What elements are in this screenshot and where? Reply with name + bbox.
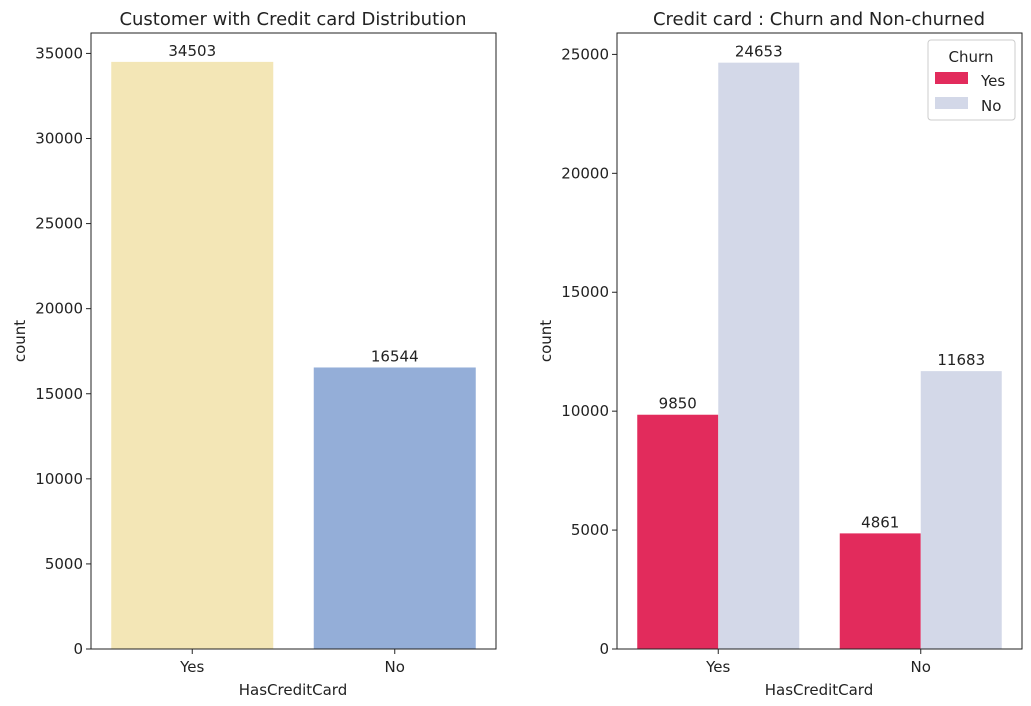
y-tick-label: 15000: [561, 283, 609, 301]
y-tick-label: 25000: [35, 215, 83, 233]
y-tick-label: 15000: [35, 385, 83, 403]
y-tick-label: 5000: [45, 555, 83, 573]
x-tick-label: No: [911, 658, 931, 676]
y-tick-label: 35000: [35, 44, 83, 62]
bar-churn-yes-no: [839, 533, 921, 649]
y-tick-label: 25000: [561, 45, 609, 63]
y-axis-label: count: [11, 320, 29, 362]
y-tick-label: 20000: [35, 300, 83, 318]
legend-label-no: No: [981, 97, 1001, 115]
data-label: 24653: [735, 43, 783, 61]
legend: Churn Yes No: [927, 39, 1016, 121]
chart-title: Customer with Credit card Distribution: [119, 9, 466, 30]
data-label: 9850: [659, 395, 697, 413]
legend-swatch-yes: [935, 72, 968, 84]
legend-label-yes: Yes: [980, 72, 1005, 90]
legend-title: Churn: [949, 48, 994, 66]
y-tick-label: 5000: [571, 521, 609, 539]
x-tick-label: Yes: [179, 658, 204, 676]
bar-yes: [111, 61, 274, 649]
x-tick-label: No: [385, 658, 405, 676]
y-tick-label: 10000: [35, 470, 83, 488]
chart-title: Credit card : Churn and Non-churned: [653, 9, 985, 30]
y-tick-label: 10000: [561, 402, 609, 420]
data-label: 11683: [937, 351, 985, 369]
y-tick-label: 0: [599, 640, 609, 658]
plot-frame: [616, 32, 1023, 650]
x-axis-label: HasCreditCard: [239, 681, 348, 699]
chart-credit-card-distribution: Customer with Credit card Distribution 0…: [11, 9, 497, 699]
chart-churn-by-credit-card: Credit card : Churn and Non-churned 0 500…: [537, 9, 1023, 699]
plot-frame: [90, 32, 497, 650]
data-label: 34503: [168, 42, 216, 60]
bar-churn-no-yes: [718, 62, 800, 649]
y-axis-label: count: [537, 320, 555, 362]
data-label: 4861: [861, 513, 899, 531]
y-tick-label: 30000: [35, 130, 83, 148]
x-axis-label: HasCreditCard: [765, 681, 874, 699]
x-tick-label: Yes: [705, 658, 730, 676]
y-tick-label: 20000: [561, 164, 609, 182]
bar-no: [313, 367, 476, 649]
bar-churn-yes-yes: [637, 414, 719, 649]
data-label: 16544: [371, 347, 419, 365]
y-tick-label: 0: [73, 640, 83, 658]
bar-churn-no-no: [920, 371, 1002, 649]
legend-swatch-no: [935, 97, 968, 109]
